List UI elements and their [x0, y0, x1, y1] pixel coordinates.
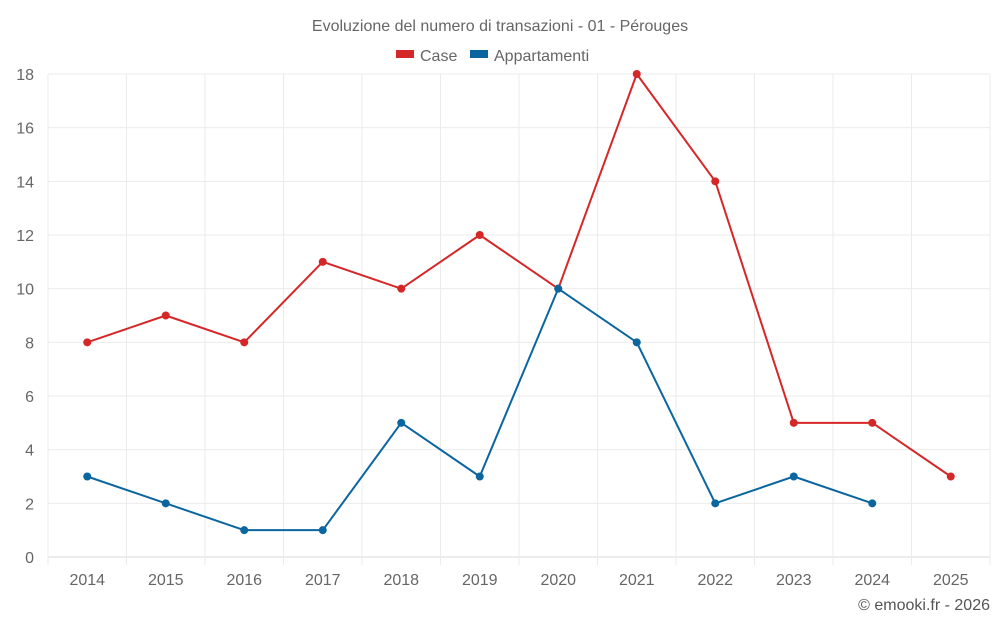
y-tick-label: 18 [16, 67, 34, 84]
y-tick-label: 4 [25, 443, 34, 460]
x-tick-label: 2014 [69, 572, 105, 589]
credit-text: © emooki.fr - 2026 [858, 597, 990, 614]
data-point-case[interactable] [240, 338, 249, 347]
x-tick-label: 2016 [226, 572, 262, 589]
x-tick-label: 2024 [854, 572, 890, 589]
data-point-case[interactable] [946, 472, 955, 481]
data-point-case[interactable] [161, 311, 170, 320]
data-point-appartamenti[interactable] [789, 472, 798, 481]
data-point-case[interactable] [397, 284, 406, 293]
data-point-appartamenti[interactable] [397, 418, 406, 427]
legend-swatch-case [396, 50, 414, 58]
legend-label-case[interactable]: Case [420, 48, 457, 65]
legend: Case Appartamenti [396, 48, 589, 65]
x-tick-label: 2022 [697, 572, 733, 589]
data-point-case[interactable] [868, 418, 877, 427]
data-point-appartamenti[interactable] [554, 284, 563, 293]
x-tick-label: 2025 [933, 572, 969, 589]
y-tick-label: 6 [25, 389, 34, 406]
x-tick-label: 2019 [462, 572, 498, 589]
x-axis: 2014 2015 2016 2017 2018 2019 2020 2021 2022 2023… [69, 572, 968, 589]
data-point-case[interactable] [475, 231, 484, 239]
data-point-appartamenti[interactable] [475, 472, 484, 481]
data-point-case[interactable] [318, 257, 327, 266]
data-point-appartamenti[interactable] [868, 499, 877, 508]
x-tick-label: 2021 [619, 572, 655, 589]
chart-title: Evoluzione del numero di transazioni - 0… [312, 18, 688, 35]
data-point-case[interactable] [711, 177, 720, 186]
legend-label-appartamenti[interactable]: Appartamenti [494, 48, 589, 65]
x-tick-label: 2018 [383, 572, 419, 589]
x-tick-label: 2023 [776, 572, 812, 589]
y-tick-label: 10 [16, 282, 34, 299]
y-tick-label: 8 [25, 335, 34, 352]
y-tick-label: 14 [16, 174, 34, 191]
data-point-appartamenti[interactable] [318, 526, 327, 535]
grid [47, 73, 991, 565]
data-point-appartamenti[interactable] [83, 472, 92, 481]
y-tick-label: 2 [25, 496, 34, 513]
series-line-case [86, 73, 952, 478]
data-point-case[interactable] [789, 418, 798, 427]
series-layer [83, 70, 955, 535]
data-point-appartamenti[interactable] [161, 499, 170, 508]
x-tick-label: 2017 [305, 572, 341, 589]
data-point-case[interactable] [83, 338, 92, 347]
data-point-appartamenti[interactable] [632, 338, 641, 347]
legend-swatch-appartamenti [470, 50, 488, 58]
data-point-case[interactable] [632, 70, 641, 78]
y-tick-label: 16 [16, 121, 34, 138]
x-tick-label: 2020 [540, 572, 576, 589]
data-point-appartamenti[interactable] [240, 526, 249, 535]
data-point-appartamenti[interactable] [711, 499, 720, 508]
y-axis: 0 2 4 6 8 10 12 14 16 18 [16, 67, 34, 567]
y-tick-label: 12 [16, 228, 34, 245]
y-tick-label: 0 [25, 550, 34, 567]
x-tick-label: 2015 [148, 572, 184, 589]
